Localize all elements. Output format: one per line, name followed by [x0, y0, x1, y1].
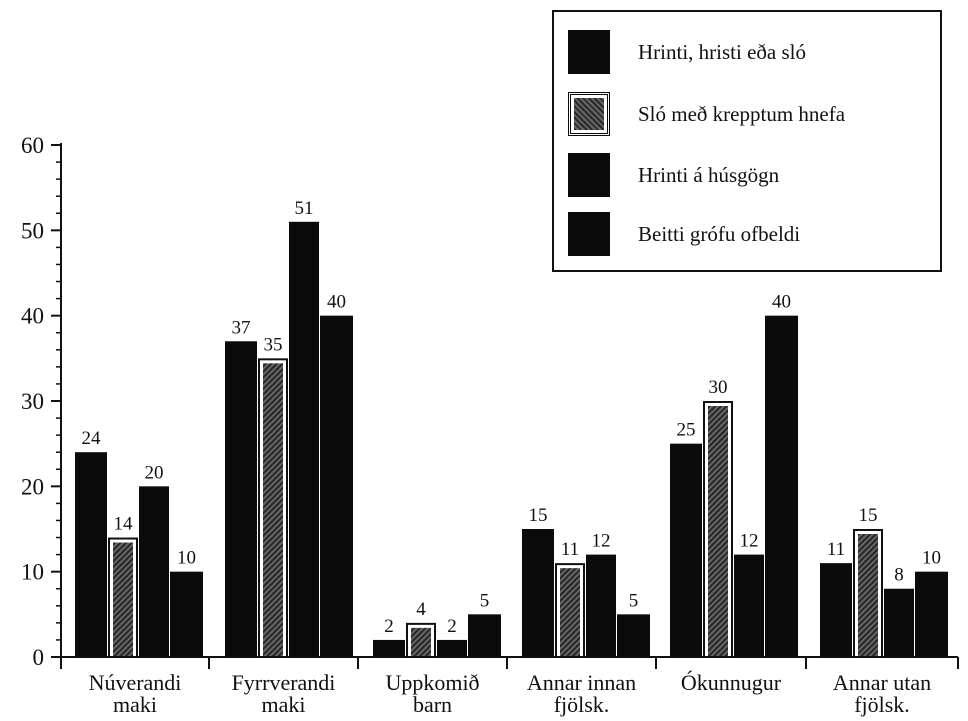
data-label: 40: [772, 292, 791, 313]
legend-swatch-hatched: [568, 92, 610, 136]
data-label: 10: [177, 548, 196, 569]
y-tick-label: 30: [21, 389, 44, 414]
y-tick-label: 20: [21, 474, 44, 499]
data-label: 11: [827, 539, 845, 560]
y-tick-label: 50: [21, 218, 44, 243]
bar: [670, 443, 702, 657]
data-label: 35: [264, 334, 283, 355]
y-tick-label: 10: [21, 560, 44, 585]
bar: [289, 221, 319, 658]
data-label: 14: [114, 514, 134, 535]
y-ticks: 0 10 20 30 40 50 60: [21, 133, 61, 670]
bar: [617, 614, 650, 657]
data-label: 37: [232, 317, 251, 338]
legend-label: Hrinti á húsgögn: [638, 162, 780, 187]
data-label: 40: [327, 292, 346, 313]
data-label: 20: [145, 462, 164, 483]
data-label: 12: [740, 531, 759, 552]
data-label: 5: [629, 590, 639, 611]
data-label: 51: [295, 198, 314, 219]
data-label: 15: [529, 505, 548, 526]
data-label: 5: [480, 590, 490, 611]
data-label: 15: [859, 505, 878, 526]
bar: [820, 563, 852, 657]
bar-hatch-fill: [858, 534, 878, 656]
legend-item-2: Sló með krepptum hnefa: [568, 92, 845, 136]
bar: [522, 529, 554, 657]
legend-swatch-solid: [568, 30, 610, 74]
data-label: 2: [447, 616, 457, 637]
bar-hatch-fill: [113, 542, 133, 656]
bar: [734, 554, 764, 657]
bar: [320, 315, 353, 657]
legend-label: Beitti grófu ofbeldi: [638, 221, 801, 246]
bar-hatch-fill: [708, 406, 728, 656]
legend-item-4: Beitti grófu ofbeldi: [568, 212, 800, 256]
y-tick-label: 40: [21, 304, 44, 329]
bar-hatch-fill: [411, 627, 431, 656]
bar: [225, 341, 257, 657]
y-tick-label: 0: [33, 645, 45, 670]
legend-swatch-solid: [568, 212, 610, 256]
bar: [373, 639, 405, 657]
data-labels: 24 37 2 15 25 11 14 35 4 11 30 15 20 51 2 12 12 8 10 40 5 5 40…: [82, 198, 942, 637]
legend-item-3: Hrinti á húsgögn: [568, 153, 779, 197]
bar: [437, 639, 467, 657]
category-label: Annar innan fjölsk.: [527, 670, 636, 717]
data-label: 11: [561, 539, 579, 560]
data-label: 30: [709, 377, 728, 398]
bar: [586, 554, 616, 657]
bar: [884, 588, 914, 657]
legend-item-1: Hrinti, hristi eða sló: [568, 30, 806, 74]
legend: Hrinti, hristi eða sló Sló með krepptum …: [552, 10, 942, 272]
data-label: 12: [592, 531, 611, 552]
bar: [75, 452, 107, 657]
bar: [468, 614, 501, 657]
data-label: 2: [384, 616, 394, 637]
bar: [765, 315, 798, 657]
legend-label: Hrinti, hristi eða sló: [638, 39, 806, 64]
bar: [170, 571, 203, 657]
bar-hatch-fill: [263, 363, 283, 656]
category-label: Núverandi maki: [89, 670, 182, 717]
category-label: Annar utan fjölsk.: [833, 670, 931, 717]
bars: [75, 221, 948, 659]
data-label: 24: [82, 428, 102, 449]
legend-swatch-solid: [568, 153, 610, 197]
data-label: 8: [894, 565, 904, 586]
category-label: Fyrrverandi maki: [232, 670, 336, 717]
category-label: Ókunnugur: [681, 670, 782, 695]
data-label: 4: [416, 599, 426, 620]
data-label: 10: [922, 548, 941, 569]
bar: [139, 486, 169, 657]
bar-hatch-fill: [560, 568, 580, 656]
data-label: 25: [677, 420, 696, 441]
category-labels: Núverandi maki Fyrrverandi maki Uppkomið barn…: [89, 670, 932, 717]
bar: [915, 571, 948, 657]
y-tick-label: 60: [21, 133, 44, 158]
category-label: Uppkomið barn: [385, 670, 479, 717]
legend-label: Sló með krepptum hnefa: [638, 101, 846, 126]
